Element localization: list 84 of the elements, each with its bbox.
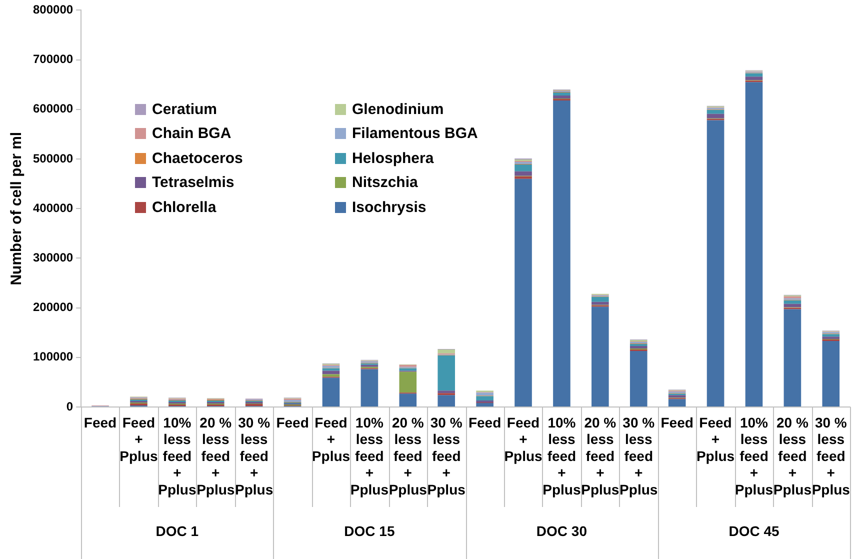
bar [745, 73, 763, 77]
x-tick-label: 30 % less feed + Pplus [812, 414, 850, 498]
x-tick-label: Feed + Pplus [312, 414, 350, 464]
bar [322, 378, 340, 406]
text: DOC 15 [344, 522, 395, 539]
bar [399, 394, 417, 406]
x-tick-label: 20 % less feed + Pplus [388, 414, 428, 498]
x-tick-label: 10% less feed + Pplus [350, 414, 389, 498]
bar [630, 350, 648, 406]
bar [592, 302, 609, 305]
bar [514, 164, 532, 172]
bar [553, 96, 570, 98]
bar [822, 334, 840, 337]
y-tick-label: 400000 [32, 200, 74, 215]
legend-label: Tetraselmis [151, 173, 236, 194]
legend-label: Chlorella [151, 198, 218, 218]
bar [784, 309, 802, 406]
bar [514, 171, 532, 176]
y-tick-label: 600000 [32, 102, 74, 116]
y-tick-label: 100000 [32, 350, 74, 364]
x-tick-label: 10% less feed + Pplus [158, 414, 196, 498]
x-tick-label: Feed + Pplus [696, 414, 735, 464]
bar [668, 395, 686, 398]
x-tick-label: 10% less feed + Pplus [734, 414, 774, 498]
y-tick-label: 300000 [32, 250, 74, 265]
y-tick-label: 700000 [32, 52, 74, 66]
x-tick-label: Feed [276, 414, 309, 430]
legend-label: Glenodinium [351, 100, 445, 120]
legend-label: Helosphera [351, 148, 435, 169]
bar [438, 349, 456, 354]
bar [706, 114, 724, 118]
legend-label: Chain BGA [151, 124, 232, 144]
bar [514, 178, 532, 406]
y-tick-label: 200000 [32, 300, 74, 314]
bar [553, 100, 570, 406]
text: DOC 1 [156, 522, 199, 539]
bar [822, 336, 840, 340]
bar [514, 176, 532, 179]
x-tick-label: 20 % less feed + Pplus [773, 414, 812, 498]
bar [438, 355, 456, 391]
x-tick-label: Feed [84, 414, 117, 430]
bar [745, 82, 763, 406]
bar [668, 399, 686, 406]
legend-label: Filamentous BGA [351, 124, 479, 144]
x-tick-label: 20 % less feed + Pplus [581, 414, 620, 498]
y-tick-label: 500000 [32, 151, 74, 166]
bar [399, 372, 417, 393]
bar [706, 110, 724, 114]
bar [476, 403, 494, 406]
bar [784, 304, 802, 308]
x-tick-label: 30 % less feed + Pplus [427, 414, 466, 498]
x-tick-label: Feed + Pplus [120, 414, 158, 464]
bar [322, 370, 340, 374]
x-tick-label: Feed [660, 414, 694, 430]
legend-label: Nitszchia [351, 173, 419, 194]
legend-label: Isochrysis [351, 198, 428, 218]
y-tick-label: 0 [66, 399, 74, 414]
legend-label: Ceratium [151, 100, 218, 120]
legend-label: Chaetoceros [151, 148, 244, 169]
bar [476, 392, 494, 396]
bar [592, 306, 609, 406]
bar [630, 346, 648, 348]
x-tick-label: 30 % less feed + Pplus [235, 414, 274, 498]
bar [438, 390, 456, 394]
bar [822, 341, 840, 406]
y-tick-label: 800000 [32, 2, 74, 17]
text: DOC 30 [536, 522, 588, 539]
x-tick-label: 30 % less feed + Pplus [620, 414, 658, 498]
x-tick-label: 10% less feed + Pplus [542, 414, 581, 498]
bar [438, 395, 456, 406]
bar [784, 300, 802, 304]
bar [745, 76, 763, 80]
text: DOC 45 [728, 522, 780, 539]
bar [592, 296, 609, 302]
bar [360, 369, 378, 406]
bar [553, 92, 570, 96]
bar [706, 120, 724, 406]
bar [476, 396, 494, 401]
x-tick-label: Feed + Pplus [504, 414, 543, 464]
x-tick-label: 20 % less feed + Pplus [196, 414, 235, 498]
x-tick-label: Feed [468, 414, 502, 430]
bar [322, 368, 340, 371]
y-axis-title: Number of cell per ml [8, 132, 26, 286]
bar [399, 368, 417, 371]
